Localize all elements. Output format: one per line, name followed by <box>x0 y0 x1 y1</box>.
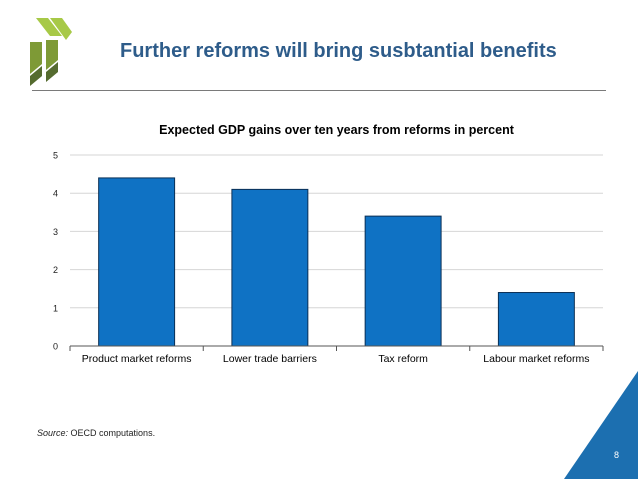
source-label: Source: <box>37 428 69 438</box>
corner-triangle <box>564 371 638 479</box>
bar <box>231 188 309 347</box>
y-tick-label: 0 <box>53 342 58 352</box>
oecd-logo <box>30 18 72 86</box>
y-tick-label: 4 <box>53 189 58 199</box>
chart-title: Expected GDP gains over ten years from r… <box>159 123 515 137</box>
x-tick-label: Labour market reforms <box>483 353 589 365</box>
source-text: OECD computations. <box>68 428 156 438</box>
y-tick-label: 3 <box>53 227 58 237</box>
bar <box>98 177 176 347</box>
slide-title: Further reforms will bring susbtantial b… <box>120 40 557 62</box>
x-tick-label: Tax reform <box>378 353 428 365</box>
logo-stripe-mid <box>46 40 58 70</box>
logo-stripe-dark <box>30 66 42 86</box>
page-number: 8 <box>613 450 619 460</box>
x-tick-label: Lower trade barriers <box>223 353 317 365</box>
y-tick-label: 2 <box>53 265 58 275</box>
y-tick-label: 5 <box>53 151 58 161</box>
bar <box>364 215 442 347</box>
x-tick-label: Product market reforms <box>82 353 192 365</box>
logo-stripe-light <box>36 18 62 36</box>
logo-stripe-mid <box>30 42 42 74</box>
source-note: Source: OECD computations. <box>37 428 155 438</box>
logo-stripe-dark <box>46 62 58 82</box>
logo-stripe-light <box>50 18 72 40</box>
title-divider <box>32 90 606 91</box>
y-tick-label: 1 <box>53 303 58 313</box>
bar <box>497 292 575 347</box>
